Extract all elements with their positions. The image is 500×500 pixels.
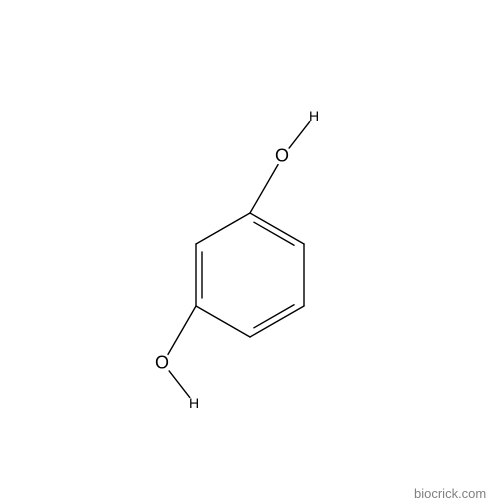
hydroxyl-o-top: O [275,146,291,167]
hydroxyl-h-top: H [309,108,319,124]
watermark-text: biocrick.com [414,486,486,500]
molecule-canvas [0,0,500,500]
hydroxyl-o-bottom: O [155,353,171,374]
hydroxyl-h-bottom: H [189,395,199,411]
